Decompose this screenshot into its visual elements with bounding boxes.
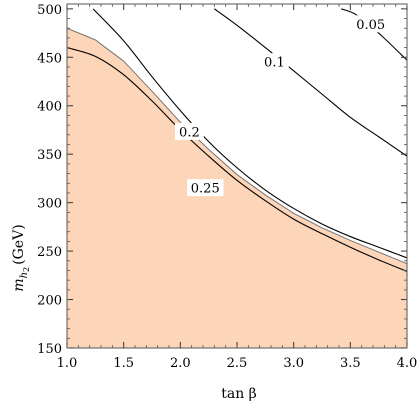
x-tick-label: 4.0	[397, 356, 418, 371]
y-tick-label: 150	[37, 342, 62, 357]
contour-label-0-2: 0.2	[179, 125, 200, 140]
y-tick-label: 450	[37, 51, 62, 66]
y-tick-label: 250	[37, 245, 62, 260]
contour-line-0-25	[67, 47, 407, 272]
contour-line-0-1	[214, 8, 407, 157]
y-axis-label-subscript: h	[19, 272, 30, 278]
y-tick-label: 200	[37, 294, 62, 309]
x-tick-label: 1.0	[57, 356, 78, 371]
contour-label-0-05: 0.05	[356, 18, 385, 33]
y-axis-label-symbol: m	[11, 278, 27, 291]
y-axis-label: mh2 (GeV)	[11, 224, 31, 291]
x-tick-label: 3.5	[340, 356, 361, 371]
y-axis-label-subsubscript: 2	[22, 267, 31, 272]
x-axis-label: tan β	[221, 386, 257, 402]
excluded-region-edge	[66, 27, 408, 265]
contour-label-bg-0-05	[352, 15, 389, 33]
tick-layer	[66, 4, 408, 349]
y-tick-label: 500	[37, 3, 62, 18]
x-tick-label: 1.5	[113, 356, 134, 371]
contour-label-0-25: 0.25	[191, 182, 220, 197]
y-tick-label: 300	[37, 197, 62, 212]
contour-label-bg-0-2	[175, 122, 204, 140]
contour-label-layer: 0.25 0.2 0.1 0.05	[175, 15, 389, 197]
contour-label-0-1: 0.1	[264, 56, 285, 71]
contour-label-bg-0-1	[260, 53, 289, 71]
y-tick-label: 350	[37, 148, 62, 163]
x-tick-label: 3.0	[283, 356, 304, 371]
y-axis-label-unit: (GeV)	[11, 224, 27, 265]
x-tick-label: 2.5	[227, 356, 248, 371]
contour-label-bg-0-25	[187, 179, 224, 197]
tick-label-layer: 1.0 1.5 2.0 2.5 3.0 3.5 4.0 150 200 250 300 350 400 4…	[37, 3, 417, 371]
y-tick-label: 400	[37, 100, 62, 115]
x-tick-label: 2.0	[170, 356, 191, 371]
excluded-region	[67, 28, 407, 348]
contour-line-0-2	[92, 8, 407, 259]
excluded-region-layer	[66, 27, 408, 348]
